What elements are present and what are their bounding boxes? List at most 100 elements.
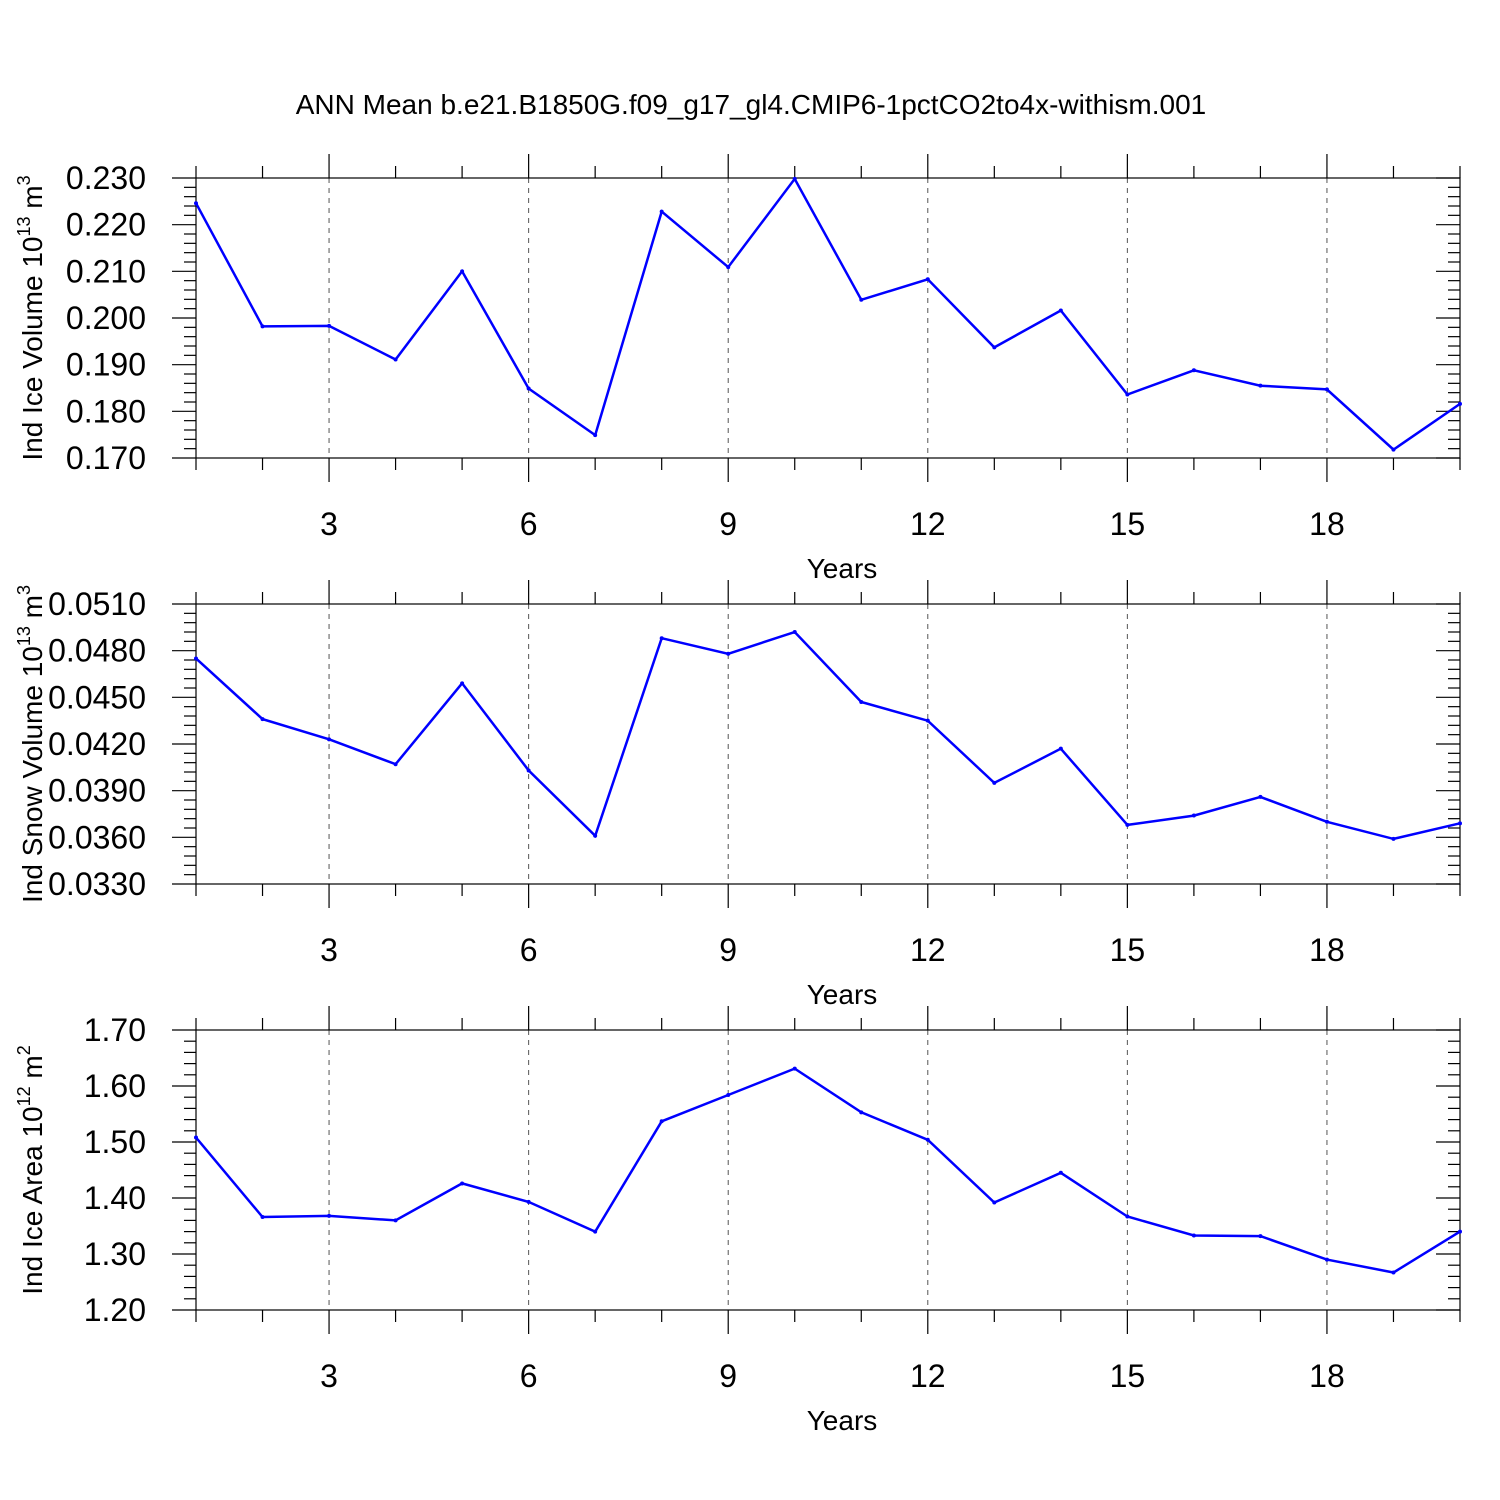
data-point	[859, 1110, 864, 1115]
data-point	[460, 269, 465, 274]
y-axis-label-text: Ind Ice Volume 10	[17, 237, 48, 461]
series-line	[195, 1067, 1461, 1274]
chart-panel-1: 3 6 9 12 15 18 Years 0.170 0.180 0.190 0.200 0.210 0…	[14, 154, 1462, 584]
x-axis-label: Years	[807, 979, 878, 1010]
data-point	[526, 768, 531, 773]
y-axis-label: Ind Ice Volume 1013 m3	[14, 175, 48, 460]
y-tick-label: 1.20	[84, 1292, 146, 1328]
plot-frame	[195, 177, 1461, 459]
y-tick-label: 0.190	[66, 347, 146, 383]
y-axis-label-text: Ind Ice Area 10	[17, 1106, 48, 1294]
data-point	[792, 1066, 797, 1071]
x-tick-label: 6	[520, 506, 538, 542]
data-point	[792, 630, 797, 634]
data-point	[726, 651, 731, 656]
y-tick-label: 0.0390	[48, 773, 146, 809]
y-axis-label-unit-exponent: 3	[14, 175, 34, 185]
data-point	[1458, 821, 1462, 826]
data-point	[1324, 387, 1329, 392]
y-axis-label-unit-exponent: 2	[14, 1045, 34, 1055]
y-axis-label: Ind Snow Volume 1013 m3	[14, 585, 48, 903]
data-point	[460, 681, 465, 686]
data-point	[1258, 383, 1263, 388]
y-axis-label: Ind Ice Area 1012 m2	[14, 1045, 48, 1295]
x-tick-label: 3	[320, 1358, 338, 1394]
y-tick-label: 0.220	[66, 207, 146, 243]
data-point	[460, 1181, 465, 1186]
data-point	[1458, 401, 1462, 406]
y-axis-label-unit: m	[17, 595, 48, 626]
data-point	[1324, 1257, 1329, 1262]
data-point	[593, 1229, 598, 1234]
data-point	[1391, 836, 1396, 841]
y-tick-label: 0.0510	[48, 586, 146, 622]
data-point	[726, 1092, 731, 1097]
y-tick-label: 1.60	[84, 1068, 146, 1104]
data-point	[1058, 1170, 1063, 1175]
x-tick-label: 15	[1110, 506, 1146, 542]
series-line	[195, 630, 1461, 841]
data-point	[925, 277, 930, 282]
data-point	[194, 201, 198, 206]
data-point	[1191, 813, 1196, 818]
x-tick-label: 15	[1110, 932, 1146, 968]
y-tick-label: 0.200	[66, 300, 146, 336]
data-point	[194, 1135, 198, 1140]
data-point	[260, 717, 265, 722]
y-axis-label-unit-exponent: 3	[14, 585, 34, 595]
y-tick-label: 1.30	[84, 1236, 146, 1272]
y-axis-label-unit: m	[17, 1055, 48, 1086]
data-point	[327, 1213, 332, 1218]
y-tick-label: 1.40	[84, 1180, 146, 1216]
y-tick-label: 0.210	[66, 253, 146, 289]
y-tick-label: 0.0450	[48, 679, 146, 715]
x-tick-label: 12	[910, 932, 946, 968]
plot-frame	[195, 603, 1461, 885]
data-point	[992, 1200, 997, 1205]
data-point	[526, 1199, 531, 1204]
x-tick-label: 3	[320, 506, 338, 542]
data-point	[659, 636, 664, 641]
data-point	[1125, 822, 1130, 827]
y-tick-label: 0.0330	[48, 866, 146, 902]
x-tick-label: 9	[719, 506, 737, 542]
x-tick-label: 3	[320, 932, 338, 968]
chart-panel-2: 3 6 9 12 15 18 Years 0.0330 0.0360 0.0390 0.0420 0.…	[14, 580, 1462, 1010]
data-point	[1058, 308, 1063, 313]
data-point	[260, 1215, 265, 1220]
data-point	[194, 656, 198, 661]
data-point	[526, 386, 531, 391]
y-tick-label: 0.0480	[48, 633, 146, 669]
y-axis-label-text: Ind Snow Volume 10	[17, 646, 48, 903]
data-point	[659, 1119, 664, 1124]
x-tick-label: 9	[719, 932, 737, 968]
data-point	[1324, 819, 1329, 824]
y-tick-label: 1.70	[84, 1012, 146, 1048]
x-tick-label: 18	[1309, 1358, 1345, 1394]
data-point	[1391, 1270, 1396, 1275]
data-point	[925, 1137, 930, 1142]
x-tick-label: 12	[910, 1358, 946, 1394]
y-axis-label-exponent: 13	[14, 626, 34, 646]
data-point	[327, 737, 332, 742]
x-tick-label: 18	[1309, 932, 1345, 968]
x-axis-label: Years	[807, 553, 878, 584]
data-point	[1258, 1234, 1263, 1239]
y-tick-label: 0.180	[66, 393, 146, 429]
data-point	[393, 357, 398, 362]
y-tick-label: 0.230	[66, 160, 146, 196]
data-point	[1391, 447, 1396, 452]
data-point	[992, 345, 997, 350]
chart-panels: 3 6 9 12 15 18 Years 0.170 0.180 0.190 0.200 0.210 0…	[14, 154, 1462, 1436]
data-point	[1058, 746, 1063, 751]
y-tick-label: 0.0420	[48, 726, 146, 762]
data-point	[1125, 392, 1130, 397]
data-point	[859, 700, 864, 704]
data-point	[859, 297, 864, 302]
y-tick-label: 1.50	[84, 1124, 146, 1160]
data-point	[260, 324, 265, 329]
x-tick-label: 15	[1110, 1358, 1146, 1394]
figure-title: ANN Mean b.e21.B1850G.f09_g17_gl4.CMIP6-…	[296, 89, 1207, 120]
data-point	[1258, 794, 1263, 799]
y-axis-label-exponent: 13	[14, 216, 34, 236]
